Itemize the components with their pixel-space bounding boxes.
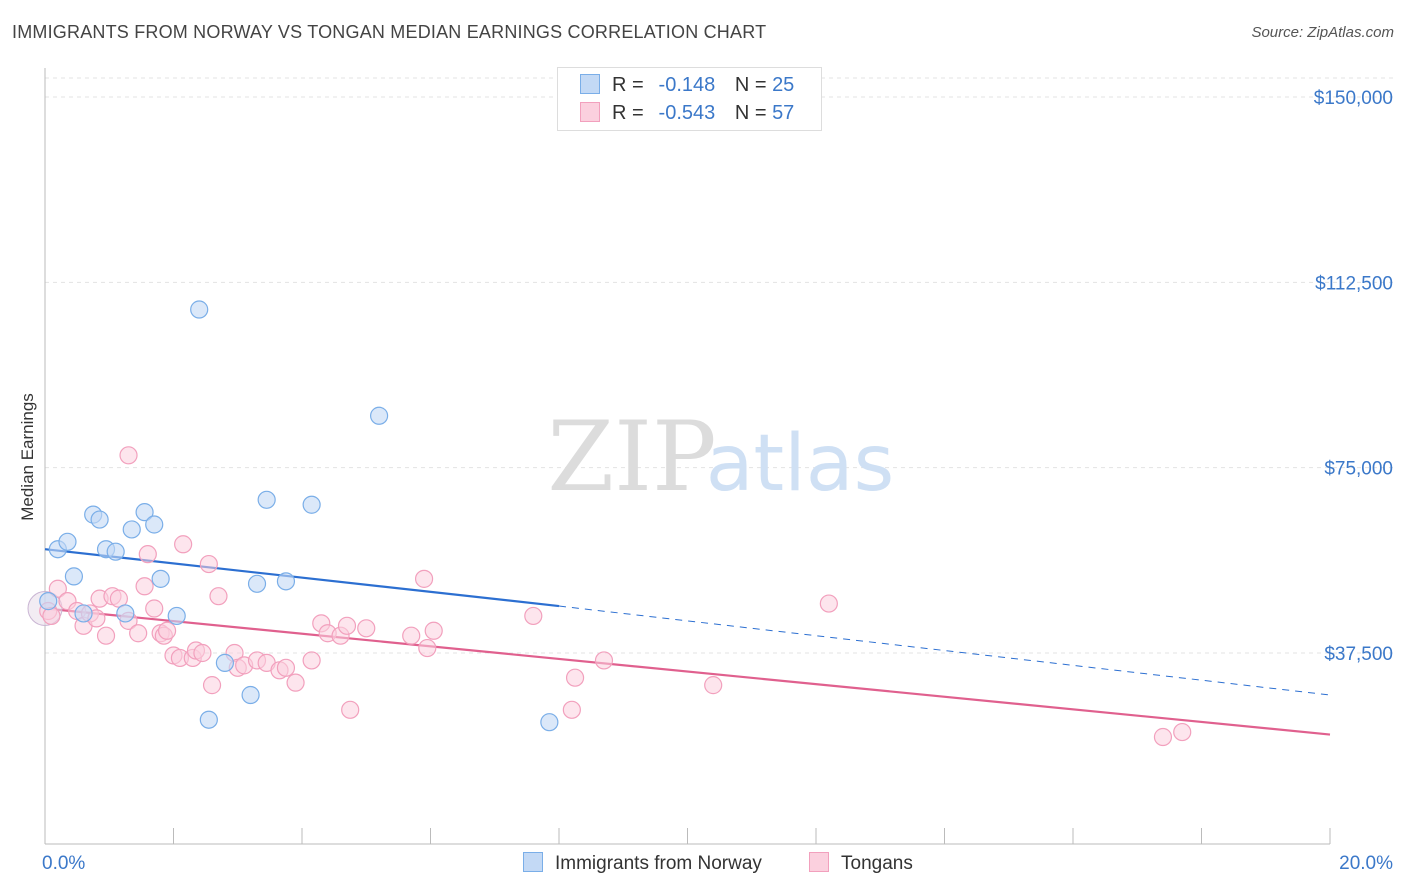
tongans-trend-line [44, 607, 1331, 736]
norway-point [106, 542, 125, 561]
legend-row-tongans: R = -0.543 N = 57 [580, 102, 794, 128]
tongans-point [129, 624, 148, 643]
y-tick-labels: $37,500 $75,000 $112,500 $150,000 [1314, 88, 1393, 665]
norway-point [135, 503, 154, 522]
tongans-point [276, 658, 296, 677]
norway-point [39, 592, 58, 611]
tongans-point [402, 626, 421, 645]
watermark: ZIP atlas [547, 401, 894, 513]
norway-swatch [580, 74, 600, 94]
norway-point [247, 574, 267, 593]
tongans-point [96, 626, 116, 645]
norway-point [145, 515, 164, 534]
x-tick-label: 20.0% [1339, 853, 1393, 874]
y-tick-label: $112,500 [1315, 273, 1393, 294]
tongans-point [357, 619, 376, 638]
tongans-point [42, 606, 61, 626]
legend-r-label: R = [612, 74, 644, 96]
norway-point [370, 406, 389, 425]
legend-item-norway[interactable]: Immigrants from Norway [523, 852, 762, 875]
chart-title: IMMIGRANTS FROM NORWAY VS TONGAN MEDIAN … [12, 22, 767, 42]
norway-point [151, 569, 170, 588]
tongans-point [157, 621, 177, 640]
tongans-point [819, 594, 838, 613]
norway-swatch [523, 852, 543, 872]
data-points [27, 300, 1192, 747]
legend-label-norway: Immigrants from Norway [555, 853, 762, 874]
tongans-swatch [809, 852, 829, 872]
norway-point [74, 604, 93, 623]
tongans-point [1173, 722, 1192, 742]
norway-point [190, 300, 209, 319]
legend-r-value: -0.543 [658, 102, 716, 124]
norway-point [302, 495, 321, 514]
norway-point [90, 510, 109, 529]
legend-n-label: N = [734, 74, 767, 96]
tongans-point [337, 616, 357, 635]
tongans-point [138, 545, 157, 564]
y-tick-label: $37,500 [1324, 644, 1393, 665]
tongans-point [562, 700, 581, 719]
trend-lines [44, 548, 1331, 736]
tongans-point [286, 673, 305, 692]
stats-legend: R = -0.148 N = 25 R = -0.543 N = 57 [557, 67, 822, 131]
tongans-point [302, 651, 321, 670]
y-axis-label: Median Earnings [18, 393, 37, 521]
legend-n-value: 25 [772, 74, 795, 96]
norway-point [199, 710, 218, 729]
legend-n-label: N = [734, 102, 767, 124]
tongans-point [565, 668, 585, 687]
series-legend: Immigrants from Norway Tongans [0, 852, 1406, 878]
tongans-point [341, 700, 360, 719]
tongans-point [48, 579, 67, 598]
norway-point [540, 713, 559, 732]
tongans-point [594, 651, 614, 670]
legend-label-tongans: Tongans [841, 853, 913, 874]
tongans-point [209, 587, 228, 606]
grid-lines [45, 77, 1395, 654]
norway-point [64, 567, 84, 586]
axes [44, 68, 1331, 845]
tongans-point [414, 569, 434, 588]
watermark-zip: ZIP [547, 401, 716, 513]
tongans-point [424, 621, 443, 640]
tongans-point [199, 554, 218, 574]
norway-trend-line [44, 548, 560, 608]
x-tick-labels: 0.0% 20.0% [42, 853, 1393, 874]
tongans-point [119, 446, 138, 465]
tongans-point [202, 676, 222, 695]
tongans-point [145, 599, 164, 618]
norway-point [167, 606, 186, 626]
norway-point [241, 685, 260, 705]
tongans-point [524, 606, 543, 626]
tongans-point [193, 643, 212, 663]
legend-item-tongans[interactable]: Tongans [809, 852, 913, 875]
tongans-point [174, 535, 193, 554]
y-tick-label: $150,000 [1314, 88, 1393, 109]
tongans-point [418, 638, 437, 658]
watermark-atlas: atlas [706, 419, 895, 509]
legend-row-norway: R = -0.148 N = 25 [580, 74, 794, 100]
source-label: Source: ZipAtlas.com [1251, 24, 1394, 41]
x-tick-label: 0.0% [42, 853, 85, 874]
tongans-swatch [580, 102, 600, 122]
norway-point [58, 532, 77, 551]
norway-point [276, 572, 296, 591]
norway-point [215, 653, 234, 672]
tongans-point [1153, 727, 1173, 747]
norway-point [122, 520, 141, 539]
norway-point [257, 490, 276, 509]
legend-n-value: 57 [772, 102, 795, 124]
y-tick-label: $75,000 [1324, 459, 1393, 480]
legend-r-label: R = [612, 102, 644, 124]
norway-trend-extension [558, 605, 1331, 696]
legend-r-value: -0.148 [658, 74, 716, 96]
norway-point [116, 604, 135, 623]
tongans-point [135, 577, 154, 596]
tongans-point [704, 676, 723, 695]
